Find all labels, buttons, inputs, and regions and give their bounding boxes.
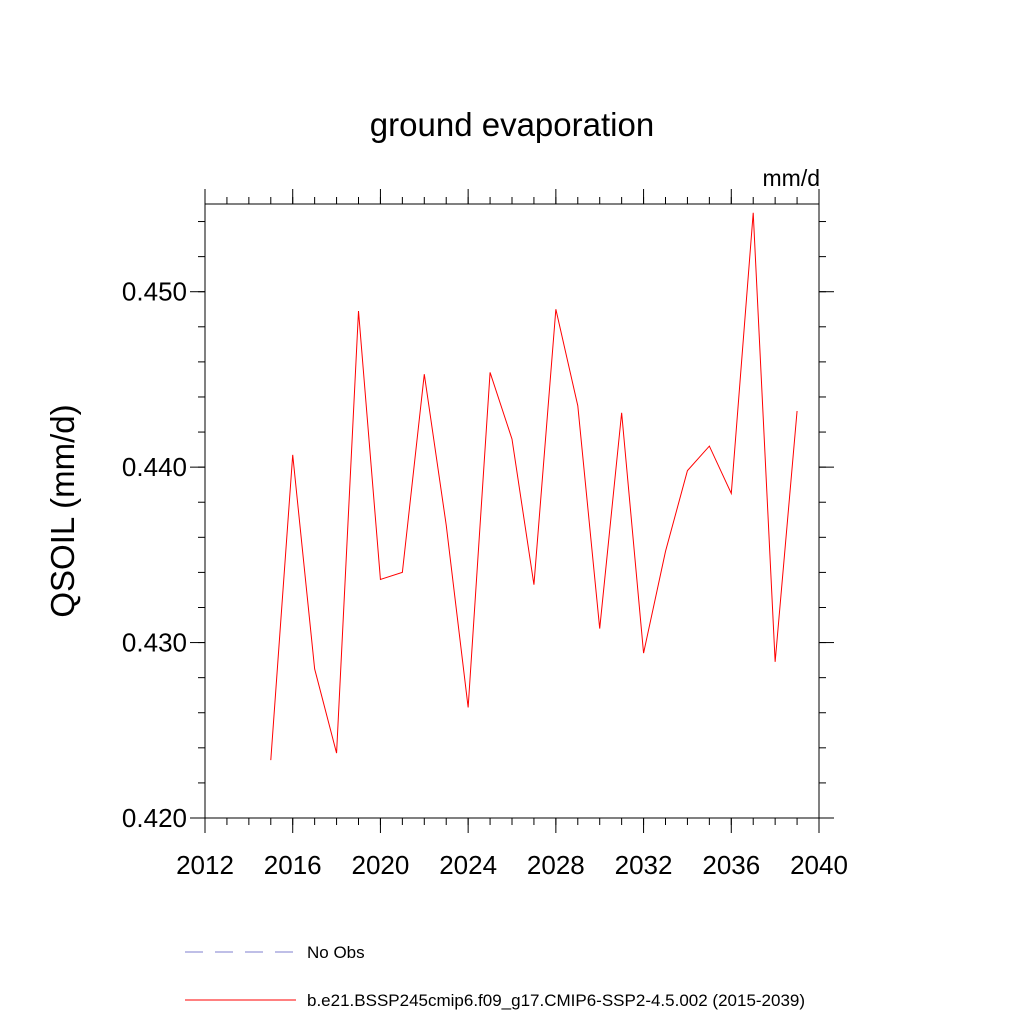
plot-frame: [204, 203, 820, 819]
x-tick-label: 2028: [527, 850, 585, 880]
x-tick-label: 2020: [352, 850, 410, 880]
series-group: [270, 212, 798, 761]
y-axis-ticks: [190, 221, 834, 819]
y-tick-label: 0.440: [122, 452, 187, 482]
x-tick-label: 2036: [702, 850, 760, 880]
y-tick-label: 0.420: [122, 803, 187, 833]
x-tick-label: 2024: [439, 850, 497, 880]
x-tick-label: 2012: [176, 850, 234, 880]
legend-label: No Obs: [307, 943, 365, 962]
chart-title: ground evaporation: [370, 106, 654, 143]
legend: No Obs b.e21.BSSP245cmip6.f09_g17.CMIP6-S…: [185, 943, 805, 1010]
x-axis-ticks: [204, 189, 820, 833]
y-axis-label: QSOIL (mm/d): [44, 404, 81, 617]
x-tick-label: 2040: [790, 850, 848, 880]
x-axis-tick-labels: 2012 2016 2020 2024 2028 2032 2036 2040: [176, 850, 848, 880]
x-tick-label: 2016: [264, 850, 322, 880]
x-tick-label: 2032: [615, 850, 673, 880]
series-line: [270, 212, 798, 761]
legend-label: b.e21.BSSP245cmip6.f09_g17.CMIP6-SSP2-4.…: [307, 991, 805, 1010]
y-tick-label: 0.450: [122, 277, 187, 307]
y-tick-label: 0.430: [122, 628, 187, 658]
y-axis-tick-labels: 0.420 0.430 0.440 0.450: [122, 277, 187, 833]
units-label: mm/d: [763, 165, 821, 191]
